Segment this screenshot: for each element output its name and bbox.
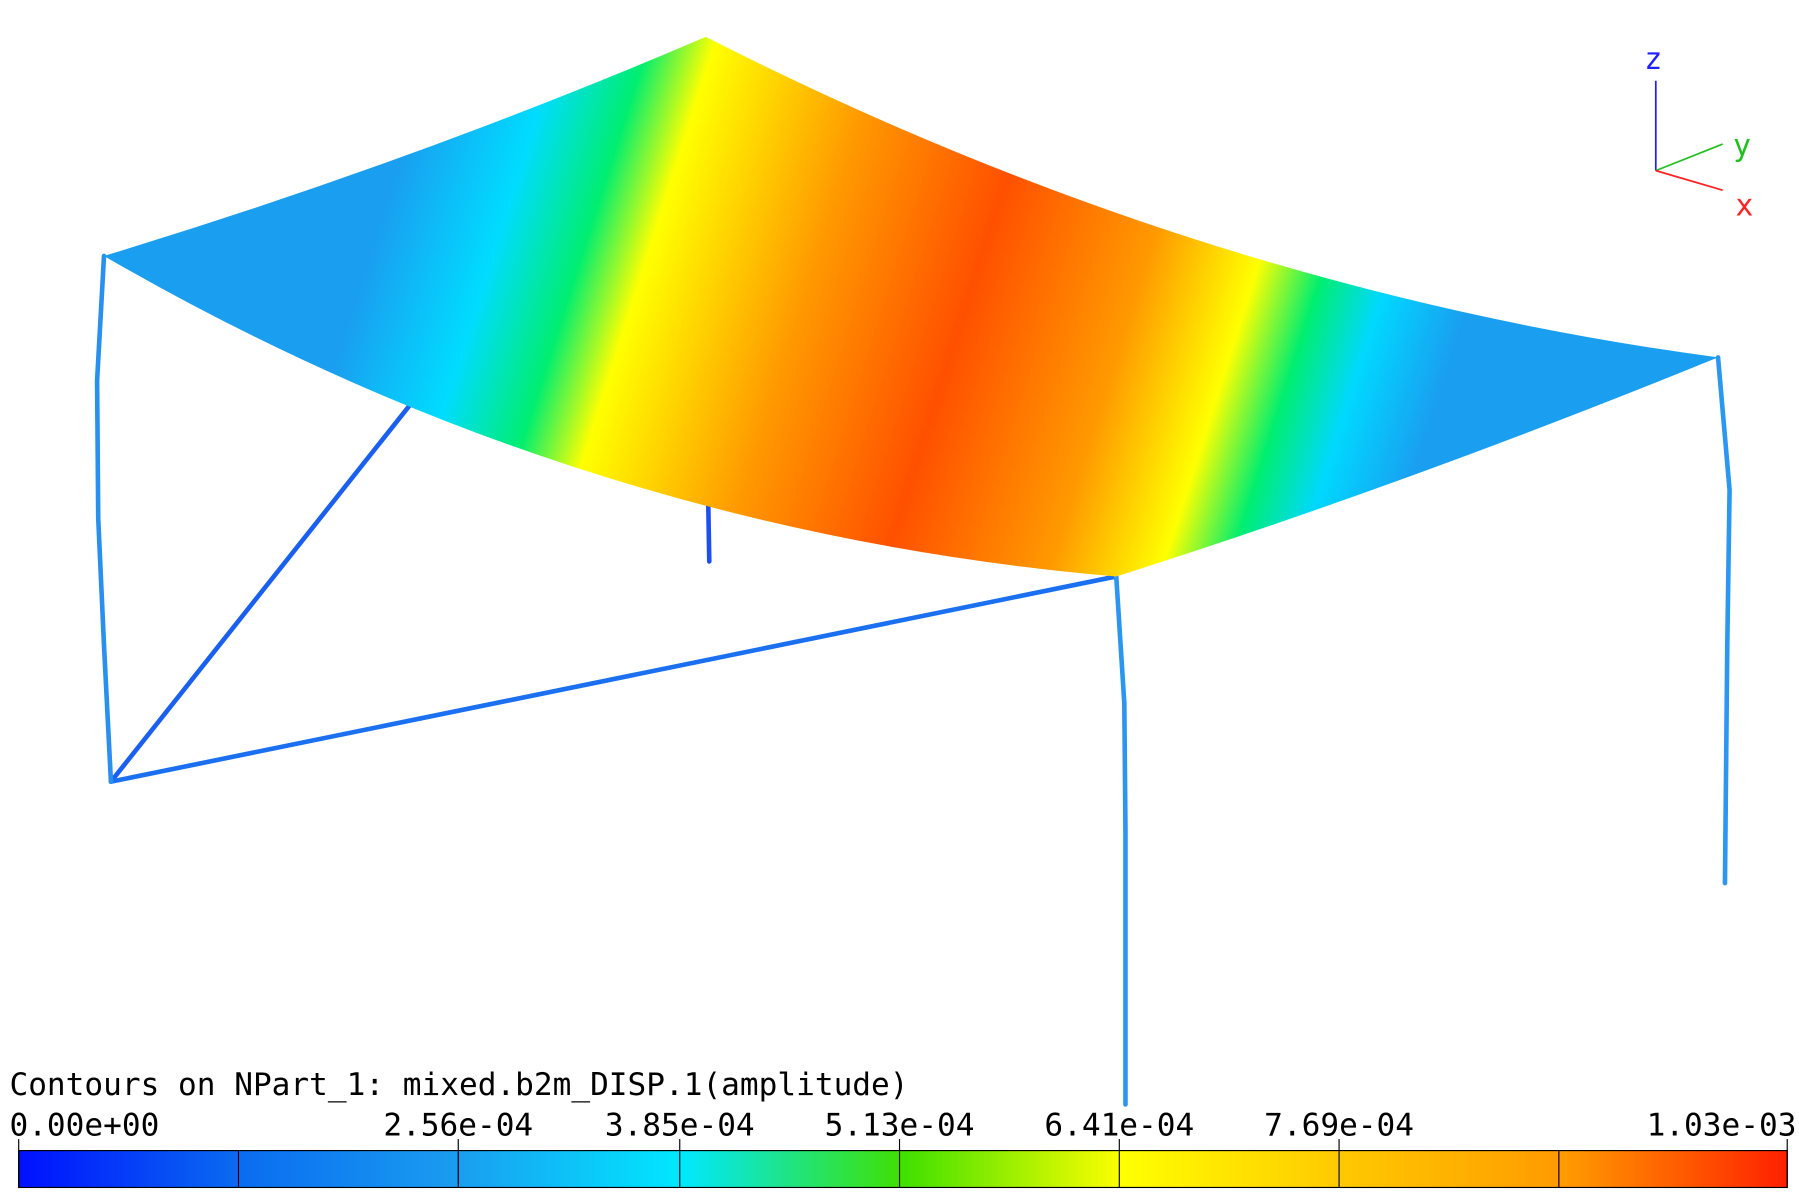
column (1113, 574, 1128, 1107)
colorbar-tick-label: 5.13e-04 (825, 1108, 975, 1144)
roof-surface (104, 36, 1719, 577)
y-label: y (1733, 129, 1751, 164)
colorbar-tick-label: 1.03e-03 (1647, 1108, 1797, 1144)
contour-title: Contours on NPart_1: mixed.b2m_DISP.1(am… (9, 1067, 908, 1103)
post (705, 493, 712, 564)
column (1715, 355, 1732, 886)
colorbar-tick-label: 6.41e-04 (1044, 1108, 1194, 1144)
y-axis (1655, 143, 1723, 172)
z-label: z (1644, 42, 1662, 77)
colorbar-tick-label: 2.56e-04 (383, 1108, 533, 1144)
x-axis (1655, 169, 1723, 192)
beam (108, 574, 1119, 784)
colorbar-tick-label: 7.69e-04 (1264, 1108, 1414, 1144)
brace (108, 398, 416, 784)
colorbar (18, 1150, 1788, 1189)
frame (94, 253, 1732, 1107)
colorbar-tick-label: 0.00e+00 (9, 1108, 159, 1144)
x-label: x (1735, 189, 1753, 224)
colorbar-tick-label: 3.85e-04 (605, 1108, 755, 1144)
axes-triad: z y x (1644, 42, 1753, 223)
column (94, 253, 114, 784)
